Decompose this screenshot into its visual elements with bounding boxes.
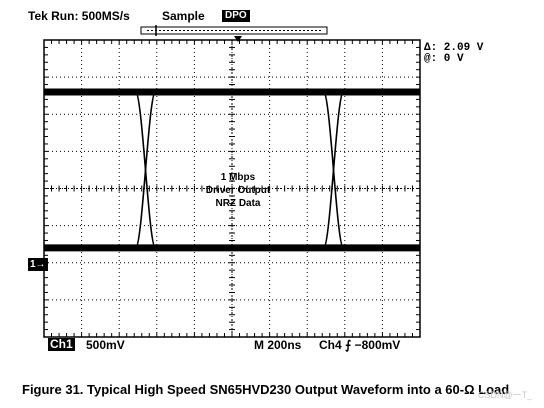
screen-border <box>43 39 421 338</box>
at-measurement: @: 0 V <box>424 53 464 65</box>
time-scale: M 200ns <box>254 338 302 352</box>
watermark: CSDN@一T_ <box>478 390 533 400</box>
figure-caption: Figure 31. Typical High Speed SN65HVD230… <box>22 382 510 397</box>
rising-edge-0 <box>134 91 157 249</box>
trigger-position-marker <box>234 36 242 42</box>
annotation-line-2: Driver Output <box>206 185 271 196</box>
channel1-label: Ch1 <box>48 337 75 351</box>
trigger-readout: Ch4 ⨍ −800mV <box>319 338 401 352</box>
annotation-line-3: NRZ Data <box>215 198 260 209</box>
waveform <box>44 88 420 252</box>
record-length-bar <box>140 25 328 36</box>
acquisition-mode: Sample <box>162 9 205 23</box>
annotation-group: 1 Mbps Driver Output NRZ Data <box>206 172 271 209</box>
channel1-scale: 500mV <box>86 338 125 352</box>
channel1-ground-marker: 1→ <box>28 258 48 271</box>
dpo-badge: DPO <box>222 10 250 22</box>
annotation-line-1: 1 Mbps <box>221 172 256 183</box>
header-title: Tek Run: 500MS/s <box>28 9 130 23</box>
delta-measurement: Δ: 2.09 V <box>424 42 484 54</box>
rising-edge-1 <box>322 91 345 249</box>
